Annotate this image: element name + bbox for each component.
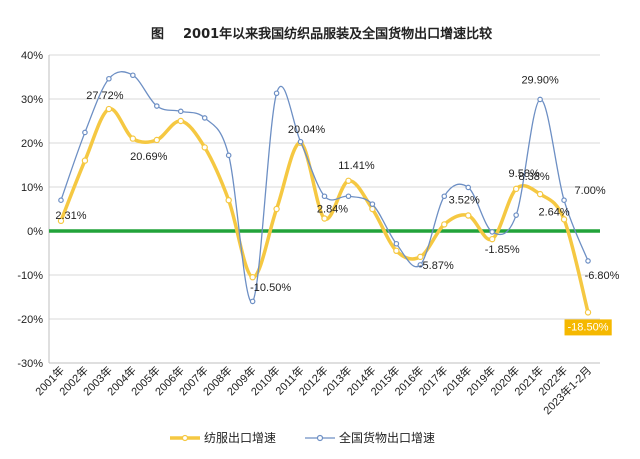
series-yellow-point [465,212,472,219]
data-label: 7.00% [574,185,605,197]
series-yellow-point [512,185,520,193]
data-labels: 2.31% 27.72% 20.69% -10.50% 20.04% 2.84% 11.41… [55,74,620,336]
series-blue-point [585,258,591,264]
series-blue-point [393,240,400,247]
series-yellow-point [273,205,280,213]
y-tick-label: -10% [17,270,43,282]
series-blue-point [369,201,376,207]
y-tick-label: 40% [21,50,43,62]
series-yellow-point [393,247,400,254]
data-label: 3.52% [449,195,480,207]
series-blue-point [201,115,208,121]
series-yellow-point [417,253,424,261]
series-blue-point [273,90,280,97]
y-tick-label: -30% [17,358,43,370]
series-blue-point [321,193,328,200]
legend-blue-label: 全国货物出口增速 [339,430,435,445]
data-label: -10.50% [250,282,291,294]
chart-title: 图 2001年以来我国纺织品服装及全国货物出口增速比较 [151,26,492,42]
data-label: 2.31% [55,210,86,222]
series-lines [57,71,592,316]
series-yellow-line [59,107,590,313]
series-yellow-point [201,144,208,151]
data-label: 29.90% [521,74,559,86]
chart-title-text: 2001年以来我国纺织品服装及全国货物出口增速比较 [183,26,492,42]
series-yellow-point [536,190,544,198]
series-blue-point [177,108,184,115]
series-yellow-point [177,117,184,125]
series-blue-point [513,212,519,218]
data-label: -6.80% [585,270,620,282]
series-yellow-point [345,177,352,184]
y-axis: -30% -20% -10% 0% 10% 20% 30% 40% [17,50,50,370]
legend-blue-marker [316,434,324,442]
data-label: 20.04% [288,124,326,136]
legend: 纺服出口增速 全国货物出口增速 [170,430,435,445]
series-yellow-point [488,235,496,243]
series-blue-point [225,152,232,159]
series-yellow-point [81,157,89,164]
data-label: 9.58% [509,168,540,180]
series-blue-point [106,75,112,82]
data-label: 2.84% [317,204,348,216]
series-yellow-point [560,216,568,223]
series-yellow-point [153,136,161,144]
data-label: -18.50% [568,321,609,333]
series-blue-point [345,193,352,200]
chart-title-prefix: 图 [151,27,164,42]
data-label: 11.41% [338,160,375,172]
series-yellow-point [57,217,65,225]
series-yellow-point [129,135,137,142]
data-label: 2.64% [538,206,569,218]
series-blue-point [154,103,160,109]
legend-yellow-marker [181,434,189,442]
series-blue-point [130,72,136,79]
data-label: -1.85% [485,244,520,256]
y-tick-label: 10% [21,182,43,194]
y-tick-label: 0% [27,226,43,238]
data-label: 8.38% [519,171,550,183]
legend-yellow-label: 纺服出口增速 [204,431,276,445]
series-blue-point [249,298,256,305]
series-yellow-point [225,196,232,204]
data-label: 27.72% [86,90,124,102]
series-yellow-point [441,221,448,228]
series-blue-point [297,138,304,145]
data-label: -5.87% [419,260,454,272]
series-blue-point [465,184,472,191]
y-tick-label: 20% [21,138,43,150]
y-tick-label: -20% [17,314,43,326]
series-yellow-point [584,309,592,316]
x-axis: 2001年2002年2003年2004年2005年2006年2007年2008年… [32,362,600,417]
data-label: 20.69% [130,151,168,163]
series-yellow-point [249,274,256,281]
series-yellow-point [105,105,113,113]
series-yellow-point [321,215,328,222]
series-blue-point [58,197,64,204]
series-blue-point [489,229,495,235]
series-blue-point [417,262,424,268]
series-blue-point [82,129,88,136]
series-blue-point [537,96,543,103]
data-label-highlight [564,319,612,336]
series-blue-point [561,197,567,204]
y-tick-label: 30% [21,94,43,106]
series-blue-point [441,193,448,200]
